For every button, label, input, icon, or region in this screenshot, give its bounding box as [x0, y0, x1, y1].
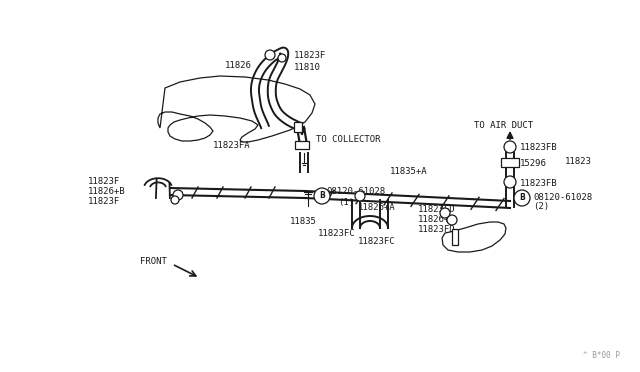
Text: 11810: 11810 [294, 64, 321, 73]
Text: B: B [519, 193, 525, 202]
Circle shape [355, 191, 365, 201]
Circle shape [173, 190, 183, 200]
Circle shape [440, 208, 450, 218]
Circle shape [314, 188, 330, 204]
Text: 11823FC: 11823FC [318, 230, 356, 238]
Circle shape [278, 54, 286, 62]
Bar [501, 158, 519, 167]
Text: (1): (1) [338, 198, 354, 206]
Text: 11823FB: 11823FB [520, 179, 557, 187]
Bar [294, 122, 302, 132]
Text: 11823F: 11823F [294, 51, 326, 61]
Circle shape [447, 215, 457, 225]
Polygon shape [442, 222, 506, 252]
Text: FRONT: FRONT [140, 257, 167, 266]
Text: 11823FC: 11823FC [358, 237, 396, 247]
Text: TO COLLECTOR: TO COLLECTOR [316, 135, 381, 144]
Text: TO AIR DUCT: TO AIR DUCT [474, 121, 533, 129]
Text: 11826: 11826 [225, 61, 252, 71]
Bar [452, 229, 458, 245]
Circle shape [171, 196, 179, 204]
Text: (2): (2) [533, 202, 549, 212]
Circle shape [514, 190, 530, 206]
Text: 11835: 11835 [290, 218, 317, 227]
Text: 11826+C: 11826+C [418, 215, 456, 224]
Circle shape [265, 50, 275, 60]
Text: 11823FD: 11823FD [418, 205, 456, 215]
Text: 11823FD: 11823FD [418, 225, 456, 234]
Text: 11823F: 11823F [88, 177, 120, 186]
Text: 08120-61028: 08120-61028 [533, 192, 592, 202]
Circle shape [504, 141, 516, 153]
Text: ^ B*00 P: ^ B*00 P [583, 351, 620, 360]
Circle shape [504, 176, 516, 188]
Text: 11823FA: 11823FA [212, 141, 250, 151]
Text: 11823F: 11823F [88, 196, 120, 205]
Text: 11826+B: 11826+B [88, 186, 125, 196]
Text: 08120-61028: 08120-61028 [326, 186, 385, 196]
Polygon shape [158, 76, 315, 142]
Bar [295, 141, 309, 149]
Text: B: B [319, 192, 325, 201]
Text: 11835+A: 11835+A [390, 167, 428, 176]
Text: 11826+A: 11826+A [358, 203, 396, 212]
Text: 11823FB: 11823FB [520, 144, 557, 153]
Text: 11823: 11823 [565, 157, 592, 167]
Text: 15296: 15296 [520, 160, 547, 169]
